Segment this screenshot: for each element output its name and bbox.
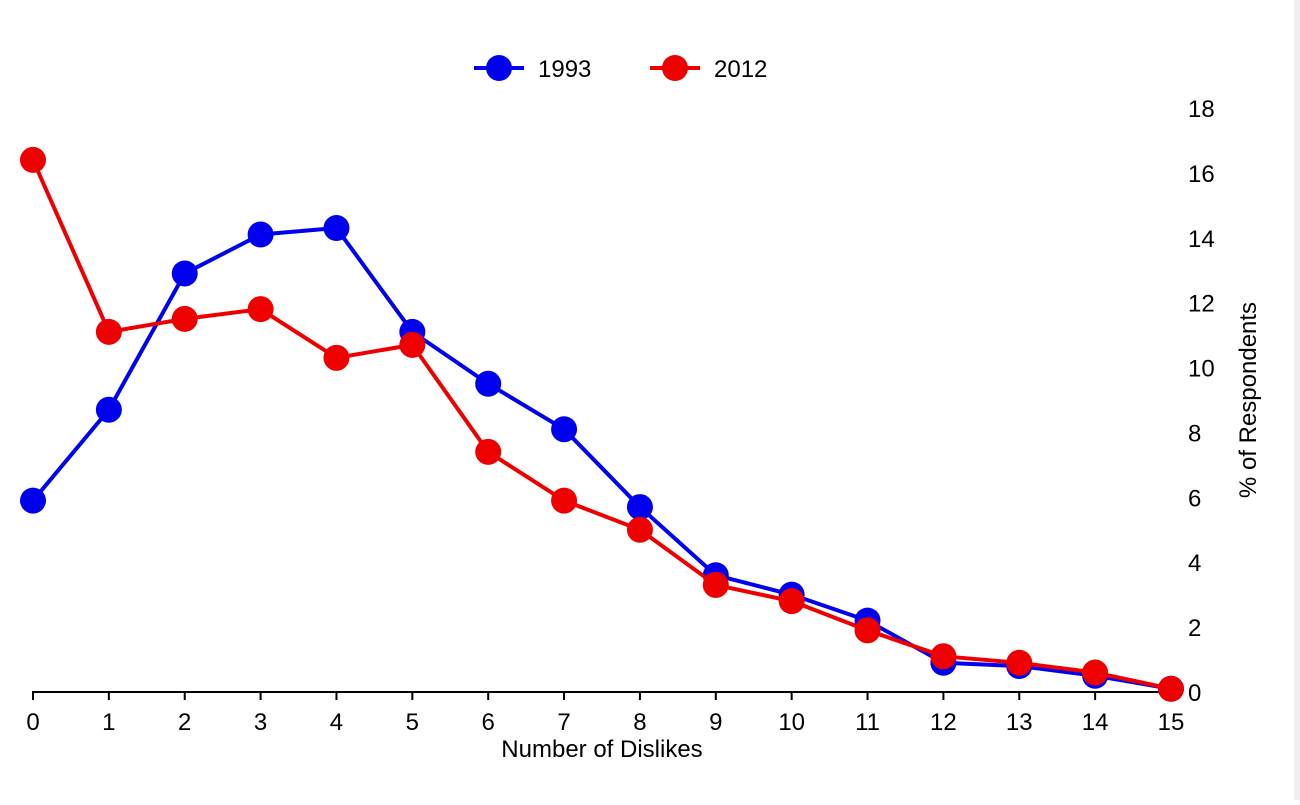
x-tick-label: 8 xyxy=(633,709,646,736)
data-point xyxy=(323,215,350,242)
data-point xyxy=(778,588,805,615)
x-tick-label: 15 xyxy=(1158,709,1185,736)
x-tick-label: 6 xyxy=(482,709,495,736)
legend-label: 1993 xyxy=(538,56,591,83)
window-edge xyxy=(1294,0,1300,800)
data-point xyxy=(171,305,198,332)
x-tick-label: 3 xyxy=(254,709,267,736)
x-tick-label: 11 xyxy=(855,709,880,736)
series-line xyxy=(31,226,1172,691)
data-point xyxy=(399,331,426,358)
data-point xyxy=(95,396,122,423)
data-point xyxy=(171,260,198,287)
x-tick-label: 7 xyxy=(557,709,570,736)
data-point xyxy=(475,438,502,465)
y-tick-label: 4 xyxy=(1188,550,1201,577)
legend: 1993 2012 xyxy=(474,55,767,83)
data-point xyxy=(854,617,881,644)
legend-swatch-marker xyxy=(662,55,688,81)
y-tick-label: 6 xyxy=(1188,485,1201,512)
x-tick-label: 0 xyxy=(26,709,39,736)
data-point xyxy=(930,643,957,670)
y-tick-label: 0 xyxy=(1188,680,1201,707)
x-axis-label: Number of Dislikes xyxy=(501,736,702,763)
data-point xyxy=(95,318,122,345)
legend-swatch-marker xyxy=(486,55,512,81)
data-point xyxy=(626,494,653,521)
data-point xyxy=(323,344,350,371)
data-point xyxy=(1158,675,1184,702)
data-point xyxy=(247,296,274,323)
y-tick-label: 8 xyxy=(1188,420,1201,447)
x-tick-label: 10 xyxy=(778,709,805,736)
data-point xyxy=(20,146,46,173)
data-point xyxy=(247,221,274,248)
x-tick-label: 14 xyxy=(1082,709,1109,736)
data-point xyxy=(20,487,46,514)
data-point xyxy=(551,487,578,514)
x-tick-label: 2 xyxy=(178,709,191,736)
y-tick-label: 2 xyxy=(1188,615,1201,642)
y-tick-label: 16 xyxy=(1188,161,1215,188)
y-tick-label: 14 xyxy=(1188,226,1215,253)
y-tick-label: 10 xyxy=(1188,356,1215,383)
x-tick-label: 13 xyxy=(1006,709,1033,736)
data-point xyxy=(626,516,653,543)
x-tick-label: 5 xyxy=(406,709,419,736)
legend-label: 2012 xyxy=(714,56,767,83)
data-point xyxy=(1082,659,1109,686)
y-axis-label: % of Respondents xyxy=(1235,302,1262,498)
data-point xyxy=(1006,649,1033,676)
series-group xyxy=(20,146,1184,702)
data-point xyxy=(551,416,578,443)
data-point xyxy=(702,571,729,598)
legend-item-1993: 1993 xyxy=(474,55,591,83)
x-tick-label: 9 xyxy=(709,709,722,736)
series-1993 xyxy=(20,215,1184,702)
legend-item-2012: 2012 xyxy=(650,55,767,83)
x-tick-label: 12 xyxy=(930,709,957,736)
y-tick-label: 12 xyxy=(1188,291,1215,318)
series-line xyxy=(31,159,1172,691)
data-point xyxy=(475,370,502,397)
x-tick-label: 4 xyxy=(330,709,343,736)
y-tick-label: 18 xyxy=(1188,96,1215,123)
series-2012 xyxy=(20,146,1184,702)
x-tick-label: 1 xyxy=(102,709,115,736)
